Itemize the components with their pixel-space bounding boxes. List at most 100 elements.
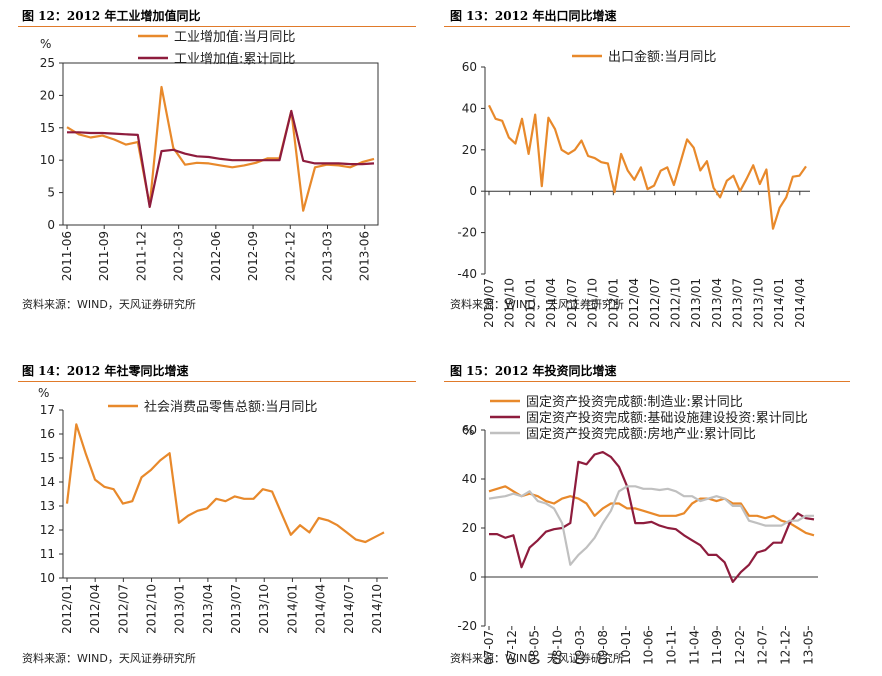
y-tick-label: 20	[40, 88, 55, 102]
x-tick-label: 2012/07	[116, 584, 130, 634]
y-tick-label: 20	[462, 143, 477, 157]
x-tick-label: 2012/04	[88, 584, 102, 634]
x-tick-label: 2011-12	[134, 231, 148, 281]
legend-label: 固定资产投资完成额:房地产业:累计同比	[526, 426, 756, 442]
figure-title: 图 12：2012 年工业增加值同比	[22, 9, 201, 23]
x-tick-label: 2013/01	[689, 278, 703, 328]
y-tick-label: 20	[462, 521, 477, 535]
y-tick-label: 60	[462, 423, 477, 437]
x-tick-label: 2012/01	[606, 278, 620, 328]
y-tick-label: 40	[462, 101, 477, 115]
x-tick-label: 2013/04	[710, 278, 724, 328]
x-tick-label: 09-08	[596, 630, 610, 665]
y-tick-label: 11	[40, 547, 55, 561]
x-tick-label: 2011/07	[565, 278, 579, 328]
x-tick-label: 11-04	[687, 630, 701, 665]
source-note: 资料来源：WIND，天风证券研究所	[22, 298, 196, 311]
plot-frame	[62, 62, 379, 226]
x-tick-label: 12-12	[778, 630, 792, 665]
x-tick-label: 2014/04	[793, 278, 807, 328]
x-tick-label: 2013/07	[731, 278, 745, 328]
series-line	[488, 104, 807, 230]
x-tick-label: 2012-09	[246, 231, 260, 281]
x-tick-label: 12-02	[733, 630, 747, 665]
y-tick-label: -20	[457, 619, 477, 633]
x-tick-label: 13-05	[801, 630, 815, 665]
chart-retail-sales: 10 11 12 13 14 15 16 17% 2012/01 2012/04 2012/07 20…	[38, 386, 388, 634]
y-tick-label: 0	[47, 218, 55, 232]
source-note: 资料来源：WIND，天风证券研究所	[22, 652, 196, 665]
y-tick-label: 5	[47, 186, 55, 200]
title-rule	[444, 26, 850, 27]
x-tick-label: 2014/01	[285, 584, 299, 634]
x-tick-label: 10-06	[642, 630, 656, 665]
y-tick-label: -40	[457, 267, 477, 281]
x-tick-label: 07-07	[482, 630, 496, 665]
x-tick-label: 2013/01	[173, 584, 187, 634]
figure-14: 图 14：2012 年社零同比增速 10 11 12 13 14 15 16 17% 2012/…	[18, 355, 428, 675]
x-tick-label: 2012-12	[283, 231, 297, 281]
x-tick-label: 2012-03	[172, 231, 186, 281]
figure-title: 图 13：2012 年出口同比增速	[450, 9, 617, 23]
x-tick-label: 08-05	[528, 630, 542, 665]
x-tick-label: 2012/10	[145, 584, 159, 634]
y-tick-label: 60	[462, 60, 477, 74]
y-tick-label: 13	[40, 499, 55, 513]
x-tick-label: 2013/04	[201, 584, 215, 634]
x-tick-label: 2013/10	[257, 584, 271, 634]
x-tick-label: 2014/10	[370, 584, 384, 634]
x-tick-label: 2012-06	[209, 231, 223, 281]
y-tick-label: 15	[40, 451, 55, 465]
x-tick-label: 12-07	[756, 630, 770, 665]
x-tick-label: 2011-06	[60, 231, 74, 281]
x-tick-label: 2010/07	[482, 278, 496, 328]
chart-industrial-output: 0 5 10 15 20 25% 2011-06 2011-09 2011-12 2012-03 2…	[40, 29, 379, 281]
x-tick-label: 09-03	[573, 630, 587, 665]
figure-title: 图 15：2012 年投资同比增速	[450, 364, 617, 378]
legend-label: 工业增加值:当月同比	[174, 29, 295, 45]
x-tick-label: 08-10	[550, 630, 564, 665]
y-tick-label: 10	[40, 153, 55, 167]
y-tick-label: 16	[40, 427, 55, 441]
title-rule	[18, 381, 416, 382]
y-tick-label: 15	[40, 121, 55, 135]
x-tick-label: 2012/04	[627, 278, 641, 328]
x-tick-label: 2013-03	[320, 231, 334, 281]
x-tick-label: 2012/07	[648, 278, 662, 328]
x-tick-label: 2014/01	[772, 278, 786, 328]
x-tick-label: 2014/07	[342, 584, 356, 634]
series-line	[489, 450, 815, 583]
x-tick-label: 2011/04	[544, 278, 558, 328]
figure-15: 图 15：2012 年投资同比增速 -20 0 20 40 60% 07-07 07-12 0…	[440, 355, 870, 675]
legend-label: 固定资产投资完成额:制造业:累计同比	[526, 394, 743, 410]
x-tick-label: 07-12	[505, 630, 519, 665]
y-tick-label: 25	[40, 56, 55, 70]
x-tick-label: 2011-09	[97, 231, 111, 281]
series-line	[66, 85, 375, 212]
figure-13: 图 13：2012 年出口同比增速 -40 -20 0 20 40 60 2010/07 20…	[440, 0, 870, 328]
y-unit-label: %	[463, 424, 474, 438]
x-tick-label: 11-09	[710, 630, 724, 665]
x-tick-label: 2013-06	[358, 231, 372, 281]
y-tick-label: 0	[469, 184, 477, 198]
source-note: 资料来源：WIND，天风证券研究所	[450, 652, 624, 665]
chart-fixed-investment: -20 0 20 40 60% 07-07 07-12 08-05 08-10 09-03 09-0…	[457, 394, 818, 665]
y-unit-label: %	[40, 37, 51, 51]
y-unit-label: %	[38, 386, 49, 400]
x-tick-label: 10-11	[664, 630, 678, 665]
series-line	[488, 485, 814, 566]
x-tick-label: 2010/10	[503, 278, 517, 328]
y-tick-label: 10	[40, 571, 55, 585]
y-tick-label: 17	[40, 403, 55, 417]
x-tick-label: 2012/01	[60, 584, 74, 634]
title-rule	[18, 26, 416, 27]
source-note: 资料来源：WIND，天风证券研究所	[450, 298, 624, 311]
x-tick-label: 2014/04	[314, 584, 328, 634]
legend-label: 社会消费品零售总额:当月同比	[144, 399, 317, 415]
chart-exports: -40 -20 0 20 40 60 2010/07 2010/10 2011/01 2011/0…	[457, 49, 810, 328]
legend-label: 出口金额:当月同比	[608, 49, 716, 65]
x-tick-label: 2011/01	[523, 278, 537, 328]
title-rule	[444, 381, 850, 382]
x-tick-label: 2011/10	[586, 278, 600, 328]
figure-title: 图 14：2012 年社零同比增速	[22, 364, 189, 378]
